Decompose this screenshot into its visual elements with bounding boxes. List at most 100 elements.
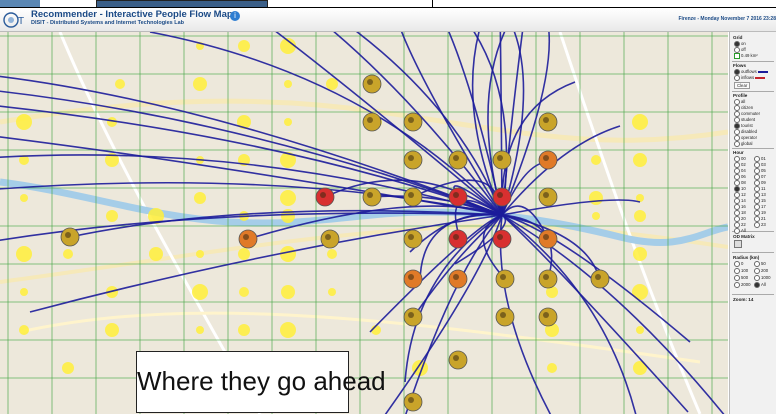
hour-option-14[interactable]: 14 <box>734 198 746 204</box>
hour-option-02[interactable]: 02 <box>734 162 746 168</box>
profile-option-operator[interactable]: operator <box>734 135 757 141</box>
flow-line <box>404 214 503 383</box>
profile-option-tourist[interactable]: tourist <box>734 123 753 129</box>
cluster-person-icon <box>543 117 549 123</box>
date-time-label: Firenze - Monday November 7 2016 23:28 <box>678 16 776 22</box>
activity-dot <box>589 191 603 205</box>
flow-line <box>501 32 550 216</box>
activity-dot <box>326 78 338 90</box>
radio-icon <box>734 123 740 129</box>
radio-icon <box>734 75 740 81</box>
hour-option-10[interactable]: 10 <box>734 186 746 192</box>
activity-dot <box>63 249 73 259</box>
grid-option-off[interactable]: off <box>734 47 746 53</box>
flow-line <box>400 32 503 216</box>
info-icon[interactable]: i <box>230 11 240 21</box>
hour-option-16[interactable]: 16 <box>734 204 746 210</box>
hour-option-07[interactable]: 07 <box>754 174 766 180</box>
profile-option-all[interactable]: all <box>734 99 745 105</box>
radius-option-50[interactable]: 50 <box>754 261 766 267</box>
flow-line <box>501 32 524 216</box>
hour-option-All[interactable]: All <box>734 228 746 234</box>
hour-option-05[interactable]: 05 <box>754 168 766 174</box>
logo-text: T <box>18 16 24 27</box>
cluster-person-icon <box>408 234 414 240</box>
flow-line <box>324 179 503 216</box>
activity-dot <box>632 284 648 300</box>
flows-option-outflows[interactable]: outflows <box>734 69 768 75</box>
hour-option-06[interactable]: 06 <box>734 174 746 180</box>
radio-icon <box>734 135 740 141</box>
checkbox-icon[interactable] <box>734 53 740 59</box>
profile-option-student[interactable]: student <box>734 117 755 123</box>
hour-option-18[interactable]: 18 <box>734 210 746 216</box>
profile-option-disabled[interactable]: disabled <box>734 129 757 135</box>
radius-option-100[interactable]: 100 <box>734 268 748 274</box>
slide-top-strip <box>0 0 776 8</box>
cluster-person-icon <box>367 192 373 198</box>
radius-option-200[interactable]: 200 <box>754 268 768 274</box>
cluster-person-icon <box>367 117 373 123</box>
hour-option-19[interactable]: 19 <box>754 210 766 216</box>
activity-dot <box>280 152 296 168</box>
radio-icon <box>734 198 740 204</box>
radio-icon <box>754 186 760 192</box>
hour-option-09[interactable]: 09 <box>754 180 766 186</box>
radius-option-All[interactable]: All <box>754 282 766 288</box>
hour-option-03[interactable]: 03 <box>754 162 766 168</box>
hour-section-title: Hour <box>733 150 744 155</box>
flow-line <box>29 214 503 313</box>
people-flow-app: T Recommender - Interactive People Flow … <box>0 8 776 414</box>
slide-divider <box>432 0 433 8</box>
hour-option-20[interactable]: 20 <box>734 216 746 222</box>
slide-divider <box>0 7 776 8</box>
flow-line <box>333 32 503 216</box>
hour-option-11[interactable]: 11 <box>754 186 765 192</box>
hour-option-08[interactable]: 08 <box>734 180 746 186</box>
flow-line <box>501 199 641 216</box>
grid-option-on[interactable]: on <box>734 41 746 47</box>
radio-icon <box>754 261 760 267</box>
hour-option-04[interactable]: 04 <box>734 168 746 174</box>
cluster-person-icon <box>497 192 503 198</box>
profile-option-citizen[interactable]: citizen <box>734 105 753 111</box>
hour-option-21[interactable]: 21 <box>754 216 766 222</box>
activity-dot <box>19 155 29 165</box>
disit-logo-icon: T <box>3 12 24 28</box>
radio-icon <box>734 261 740 267</box>
od-matrix-toggle[interactable] <box>734 240 742 248</box>
activity-dot <box>196 326 204 334</box>
radio-icon <box>754 198 760 204</box>
cluster-person-icon <box>543 192 549 198</box>
radius-option-2000[interactable]: 2000 <box>734 282 751 288</box>
activity-dot <box>284 80 292 88</box>
hour-option-00[interactable]: 00 <box>734 156 746 162</box>
cluster-person-icon <box>243 234 249 240</box>
profile-option-global[interactable]: global <box>734 141 752 147</box>
hour-option-23[interactable]: 23 <box>754 222 766 228</box>
hour-option-13[interactable]: 13 <box>754 192 766 198</box>
radius-option-500[interactable]: 500 <box>734 275 748 281</box>
map-canvas[interactable] <box>0 32 728 414</box>
flow-map[interactable] <box>0 32 728 414</box>
activity-dot <box>280 322 296 338</box>
activity-dot <box>632 114 648 130</box>
flow-line <box>0 90 503 216</box>
radio-icon <box>734 111 740 117</box>
activity-dot <box>194 192 206 204</box>
clear-flows-button[interactable]: Clear <box>734 82 751 89</box>
hour-option-12[interactable]: 12 <box>734 192 746 198</box>
activity-dot <box>16 114 32 130</box>
radio-icon <box>734 156 740 162</box>
radius-option-1000[interactable]: 1000 <box>754 275 771 281</box>
hour-option-17[interactable]: 17 <box>754 204 766 210</box>
hour-option-22[interactable]: 22 <box>734 222 746 228</box>
activity-dot <box>636 326 644 334</box>
cluster-person-icon <box>595 274 601 280</box>
flows-option-inflows[interactable]: inflows <box>734 75 766 81</box>
profile-option-commuter[interactable]: commuter <box>734 111 760 117</box>
hour-option-15[interactable]: 15 <box>754 198 766 204</box>
radius-option-0[interactable]: 0 <box>734 261 743 267</box>
flow-line <box>69 209 503 238</box>
hour-option-01[interactable]: 01 <box>754 156 766 162</box>
